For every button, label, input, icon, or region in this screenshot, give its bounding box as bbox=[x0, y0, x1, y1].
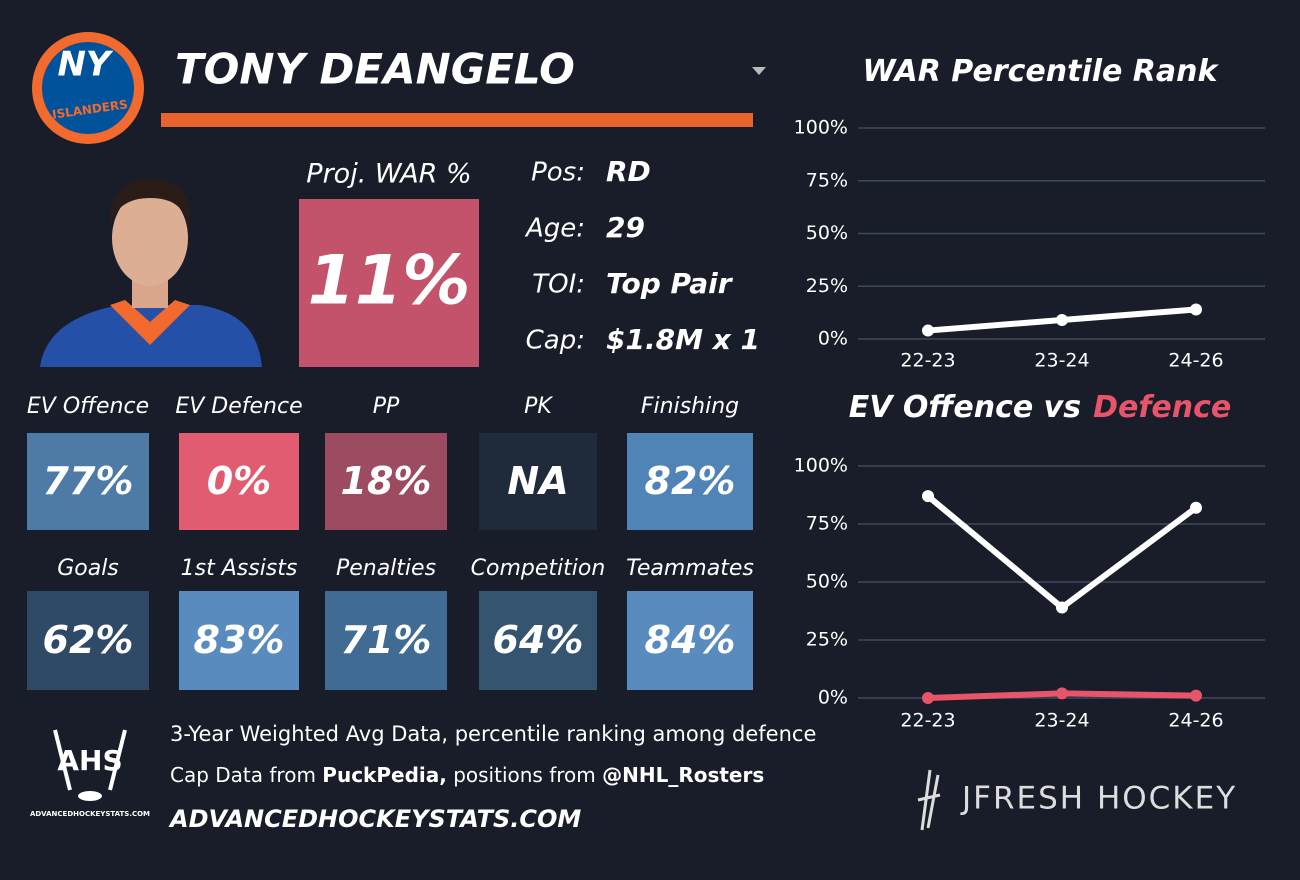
y-tick-label: 0% bbox=[818, 328, 848, 350]
bio-value: 29 bbox=[606, 211, 645, 244]
tile bbox=[325, 433, 447, 530]
chart-title-part: WAR Percentile Rank bbox=[863, 54, 1220, 89]
footer-site: ADVANCEDHOCKEYSTATS.COM bbox=[168, 805, 581, 833]
tile bbox=[27, 433, 149, 530]
bio-label: Cap: bbox=[526, 326, 585, 356]
source-text: positions from bbox=[447, 763, 602, 787]
tile-value: 71% bbox=[341, 618, 432, 662]
y-tick-label: 100% bbox=[794, 455, 848, 477]
tile bbox=[179, 433, 299, 530]
source-name: PuckPedia, bbox=[322, 763, 447, 787]
charts: WAR Percentile Rank 0% 25% 50% 75% 100% 22-23 2… bbox=[794, 54, 1265, 732]
ahs-logo: AHS ADVANCEDHOCKEYSTATS.COM bbox=[30, 729, 150, 818]
x-tick-label: 23-24 bbox=[1034, 350, 1089, 372]
ahs-site: ADVANCEDHOCKEYSTATS.COM bbox=[30, 810, 150, 818]
y-tick-label: 75% bbox=[806, 169, 848, 191]
tile bbox=[325, 591, 447, 690]
name-underline bbox=[161, 113, 753, 127]
x-tick-label: 24-26 bbox=[1168, 710, 1223, 732]
source-name: @NHL_Rosters bbox=[602, 763, 764, 787]
y-tick-label: 0% bbox=[818, 687, 848, 709]
point bbox=[1190, 501, 1202, 514]
tile bbox=[179, 591, 299, 690]
tile-value: 82% bbox=[645, 459, 736, 503]
bio-value: RD bbox=[606, 155, 651, 188]
bio-label: TOI: bbox=[532, 270, 585, 300]
tile-label: EV Offence bbox=[27, 394, 149, 419]
projection-box bbox=[299, 199, 479, 367]
tile bbox=[627, 591, 753, 690]
tile-value: 77% bbox=[43, 459, 134, 503]
point bbox=[922, 692, 934, 704]
jfresh-logo: JFRESH HOCKEY bbox=[917, 769, 1237, 831]
tile-label: Teammates bbox=[626, 556, 754, 581]
x-tick-label: 24-26 bbox=[1168, 350, 1223, 372]
bio-label: Pos: bbox=[531, 158, 585, 188]
tile-value: NA bbox=[507, 459, 568, 503]
tile bbox=[479, 433, 597, 530]
footer-sources: Cap Data from PuckPedia, positions from … bbox=[170, 763, 764, 787]
chart-title: EV Offence vs Defence bbox=[849, 390, 1231, 425]
tile bbox=[27, 591, 149, 690]
tiles: EV Offence 77% EV Defence 0% PP 18% PK NA Finish… bbox=[27, 394, 754, 690]
tile-label: Penalties bbox=[336, 556, 436, 581]
tile-label: Competition bbox=[471, 556, 606, 581]
chart-title: WAR Percentile Rank bbox=[863, 54, 1220, 89]
bio-value: Top Pair bbox=[606, 267, 734, 300]
chart-title-part: Defence bbox=[1093, 390, 1231, 425]
y-tick-label: 25% bbox=[806, 629, 848, 651]
projection-value: 11% bbox=[308, 242, 471, 321]
y-tick-label: 100% bbox=[794, 117, 848, 139]
tile-value: 84% bbox=[645, 618, 736, 662]
point bbox=[1056, 314, 1068, 327]
player-name: TONY DEANGELO bbox=[175, 45, 575, 94]
tile bbox=[479, 591, 597, 690]
team-logo: NY ISLANDERS bbox=[32, 32, 144, 144]
tile-label: PP bbox=[373, 394, 400, 419]
point bbox=[1190, 689, 1202, 702]
footer-note: 3-Year Weighted Avg Data, percentile ran… bbox=[170, 722, 816, 746]
chart-title-part: EV Offence vs bbox=[849, 390, 1081, 425]
point bbox=[1056, 687, 1068, 700]
y-tick-label: 50% bbox=[806, 571, 848, 593]
tile-value: 62% bbox=[43, 618, 134, 662]
bio-value: $1.8M x 1 bbox=[606, 323, 760, 356]
tile-value: 64% bbox=[493, 618, 584, 662]
y-tick-label: 75% bbox=[806, 513, 848, 535]
y-tick-label: 50% bbox=[806, 222, 848, 244]
logo-mark: NY bbox=[57, 45, 113, 85]
brand: JFRESH HOCKEY bbox=[960, 781, 1237, 817]
source-text: Cap Data from bbox=[170, 763, 322, 787]
point bbox=[922, 490, 934, 503]
x-tick-label: 22-23 bbox=[900, 710, 955, 732]
x-tick-label: 22-23 bbox=[900, 350, 955, 372]
tile-label: EV Defence bbox=[175, 394, 302, 419]
tile-value: 83% bbox=[194, 618, 285, 662]
tile-label: PK bbox=[524, 394, 553, 419]
point bbox=[1190, 303, 1202, 316]
bio-label: Age: bbox=[524, 214, 585, 244]
tile-label: 1st Assists bbox=[181, 556, 298, 581]
tile-label: Goals bbox=[57, 556, 119, 581]
tile-value: 0% bbox=[207, 459, 272, 503]
dropdown-arrow[interactable] bbox=[752, 67, 766, 75]
y-tick-label: 25% bbox=[806, 275, 848, 297]
point bbox=[1056, 601, 1068, 614]
projection-label: Proj. WAR % bbox=[306, 159, 471, 190]
tile-label: Finishing bbox=[641, 394, 739, 419]
player-photo bbox=[40, 178, 262, 367]
tile bbox=[627, 433, 753, 530]
bio: Pos: RD Age: 29 TOI: Top Pair Cap: $1.8M x 1 bbox=[524, 155, 760, 356]
point bbox=[922, 324, 934, 337]
logo-inner bbox=[42, 42, 134, 134]
tile-value: 18% bbox=[341, 459, 432, 503]
ahs-mark: AHS bbox=[57, 744, 122, 777]
x-tick-label: 23-24 bbox=[1034, 710, 1089, 732]
